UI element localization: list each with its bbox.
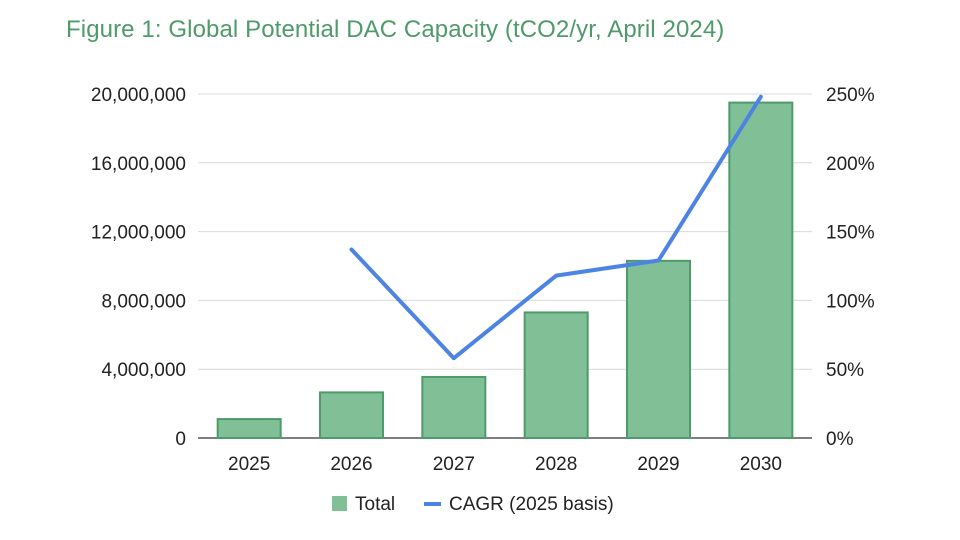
x-tick-label: 2028 (535, 454, 577, 475)
y-left-tick-label: 16,000,000 (91, 154, 186, 175)
y-left-tick-label: 8,000,000 (101, 291, 186, 312)
right-axis: 0% 50% 100% 150% 200% 250% (826, 85, 875, 450)
y-left-tick-label: 0 (175, 429, 186, 450)
bar-2030 (728, 101, 794, 439)
y-right-tick-label: 150% (826, 223, 875, 244)
y-left-tick-label: 4,000,000 (101, 360, 186, 381)
chart-title: Figure 1: Global Potential DAC Capacity … (66, 16, 725, 43)
bar-2029 (626, 259, 691, 439)
bar-2027 (421, 375, 487, 440)
bar-2026 (319, 391, 384, 440)
line-series-cagr (349, 94, 763, 361)
bar-2028 (523, 311, 589, 439)
x-tick-label: 2029 (637, 454, 679, 475)
legend: Total CAGR (2025 basis) (332, 494, 614, 515)
legend-label-total: Total (355, 494, 395, 515)
x-tick-label: 2027 (433, 454, 475, 475)
left-axis: 0 4,000,000 8,000,000 12,000,000 16,000,000 2… (91, 85, 186, 450)
x-tick-label: 2026 (330, 454, 372, 475)
x-tick-label: 2030 (740, 454, 782, 475)
legend-label-cagr: CAGR (2025 basis) (449, 494, 614, 515)
x-tick-label: 2025 (228, 454, 270, 475)
y-left-tick-label: 20,000,000 (91, 85, 186, 106)
gridlines (198, 93, 812, 439)
y-right-tick-label: 100% (826, 291, 875, 312)
legend-swatch-total (332, 496, 347, 511)
bar-2025 (216, 418, 282, 439)
y-right-tick-label: 200% (826, 154, 875, 175)
y-left-tick-label: 12,000,000 (91, 223, 186, 244)
y-right-tick-label: 250% (826, 85, 875, 106)
bar-series-total (216, 101, 794, 440)
x-axis: 2025 2026 2027 2028 2029 2030 (228, 454, 782, 475)
y-right-tick-label: 0% (826, 429, 854, 450)
y-right-tick-label: 50% (826, 360, 864, 381)
